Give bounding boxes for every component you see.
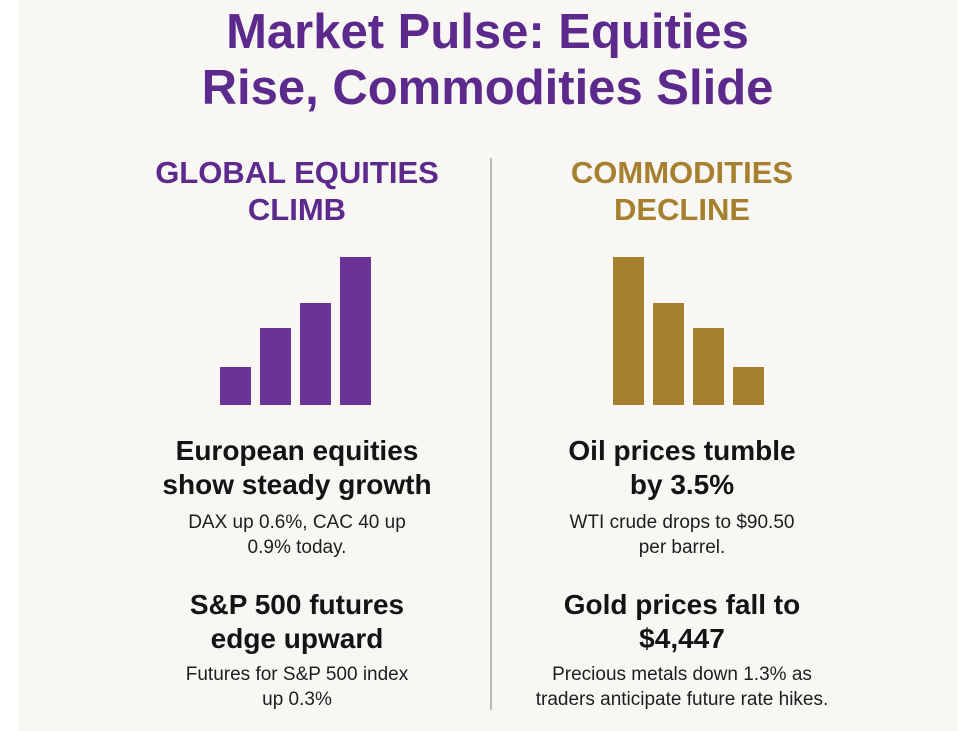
detail-line-1: Futures for S&P 500 index <box>185 664 409 685</box>
infographic-card <box>18 0 958 731</box>
headline-line-1: Oil prices tumble <box>568 435 796 466</box>
equities-heading-line-1: GLOBAL EQUITIES <box>155 155 439 190</box>
headline-line-2: by 3.5% <box>629 469 735 500</box>
detail-line-1: Precious metals down 1.3% as <box>552 664 812 685</box>
detail-line-1: DAX up 0.6%, CAC 40 up <box>188 512 406 533</box>
detail-line-2: 0.9% today. <box>247 537 347 558</box>
european-equities-detail: DAX up 0.6%, CAC 40 up 0.9% today. <box>122 510 472 560</box>
commodities-heading-line-1: COMMODITIES <box>570 155 794 190</box>
detail-line-2: up 0.3% <box>262 689 332 710</box>
column-divider <box>490 158 492 710</box>
bar-4 <box>733 367 764 405</box>
headline-line-1: European equities <box>175 435 419 466</box>
detail-line-2: traders anticipate future rate hikes. <box>535 689 829 710</box>
rising-bars-icon <box>220 257 372 405</box>
detail-line-1: WTI crude drops to $90.50 <box>569 512 795 533</box>
equities-heading: GLOBAL EQUITIES CLIMB <box>132 154 462 228</box>
equities-heading-line-2: CLIMB <box>247 192 347 227</box>
bar-4 <box>340 257 371 405</box>
title-line-1: Market Pulse: Equities <box>226 5 749 59</box>
equities-column: GLOBAL EQUITIES CLIMB European equities … <box>132 0 462 731</box>
commodities-heading: COMMODITIES DECLINE <box>517 154 847 228</box>
bar-2 <box>260 328 291 405</box>
gold-prices-detail: Precious metals down 1.3% as traders ant… <box>487 662 877 712</box>
bar-3 <box>300 303 331 405</box>
page-title: Market Pulse: Equities Rise, Commodities… <box>0 4 975 116</box>
falling-bars-icon <box>613 257 765 405</box>
commodities-heading-line-2: DECLINE <box>613 192 751 227</box>
headline-line-2: edge upward <box>210 623 384 654</box>
headline-line-1: Gold prices fall to <box>563 589 801 620</box>
detail-line-2: per barrel. <box>638 537 726 558</box>
oil-prices-headline: Oil prices tumble by 3.5% <box>507 434 857 502</box>
headline-line-1: S&P 500 futures <box>189 589 405 620</box>
bar-2 <box>653 303 684 405</box>
sp500-futures-headline: S&P 500 futures edge upward <box>122 588 472 656</box>
headline-line-2: show steady growth <box>162 469 432 500</box>
european-equities-headline: European equities show steady growth <box>122 434 472 502</box>
gold-prices-headline: Gold prices fall to $4,447 <box>507 588 857 656</box>
sp500-futures-detail: Futures for S&P 500 index up 0.3% <box>122 662 472 712</box>
bar-3 <box>693 328 724 405</box>
commodities-column: COMMODITIES DECLINE Oil prices tumble by… <box>517 0 847 731</box>
title-line-2: Rise, Commodities Slide <box>201 61 774 115</box>
bar-1 <box>220 367 251 405</box>
oil-prices-detail: WTI crude drops to $90.50 per barrel. <box>507 510 857 560</box>
headline-line-2: $4,447 <box>639 623 725 654</box>
bar-1 <box>613 257 644 405</box>
